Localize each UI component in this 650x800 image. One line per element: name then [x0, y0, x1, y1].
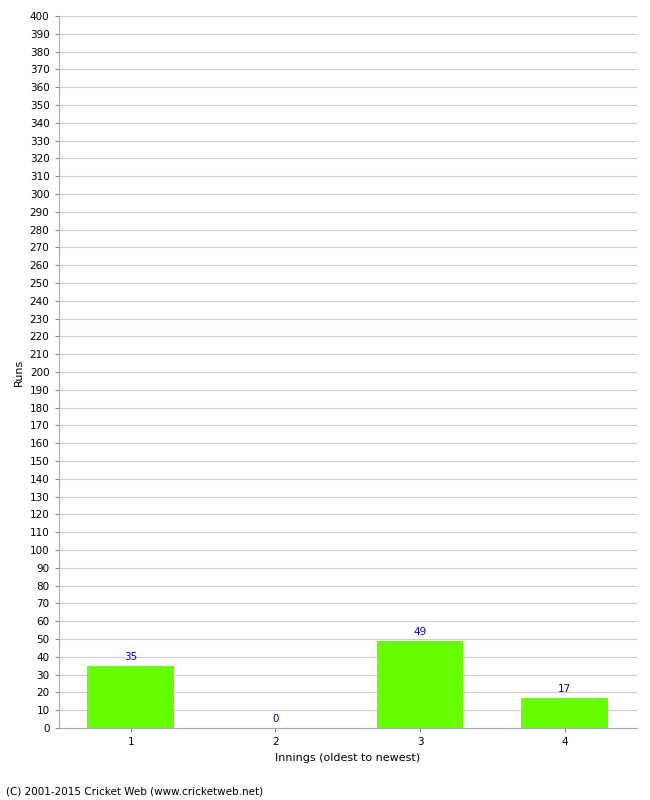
Text: 0: 0: [272, 714, 279, 724]
Text: 49: 49: [413, 626, 426, 637]
Text: 17: 17: [558, 683, 571, 694]
Y-axis label: Runs: Runs: [14, 358, 24, 386]
Bar: [376, 641, 463, 728]
Bar: [521, 698, 608, 728]
Text: (C) 2001-2015 Cricket Web (www.cricketweb.net): (C) 2001-2015 Cricket Web (www.cricketwe…: [6, 786, 264, 796]
X-axis label: Innings (oldest to newest): Innings (oldest to newest): [275, 753, 421, 762]
Bar: [87, 666, 174, 728]
Text: 35: 35: [124, 651, 137, 662]
